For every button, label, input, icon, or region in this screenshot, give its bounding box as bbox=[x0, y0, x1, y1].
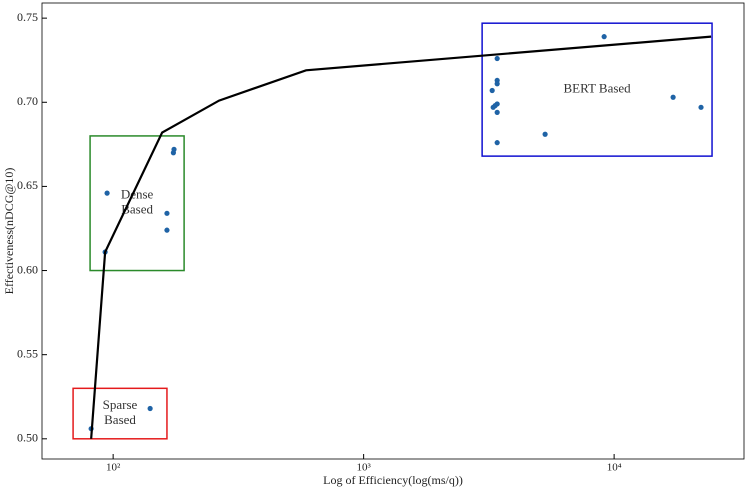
x-tick-label: 10⁴ bbox=[607, 462, 622, 474]
point bbox=[494, 81, 500, 87]
region-label: Sparse bbox=[103, 397, 138, 412]
point bbox=[494, 140, 500, 146]
region-label: Based bbox=[121, 202, 153, 217]
x-tick-label: 10³ bbox=[356, 462, 371, 474]
point bbox=[494, 109, 500, 115]
y-axis-label: Effectiveness(nDCG@10) bbox=[2, 168, 16, 295]
line bbox=[90, 35, 712, 439]
plot-frame bbox=[41, 2, 745, 460]
point bbox=[170, 150, 176, 156]
point bbox=[670, 94, 676, 100]
y-tick-label: 0.75 bbox=[17, 10, 38, 24]
region-box bbox=[481, 22, 713, 157]
point bbox=[601, 34, 607, 40]
region-box bbox=[89, 135, 185, 272]
x-axis-label: Log of Efficiency(log(ms/q)) bbox=[323, 473, 463, 487]
point bbox=[164, 227, 170, 233]
region-box bbox=[72, 387, 168, 440]
x-tick-label: 10² bbox=[106, 462, 121, 474]
point bbox=[698, 104, 704, 110]
y-tick-label: 0.65 bbox=[17, 178, 38, 192]
point bbox=[490, 104, 496, 110]
point bbox=[104, 190, 110, 196]
point bbox=[489, 87, 495, 94]
y-tick-label: 0.55 bbox=[17, 346, 38, 360]
point bbox=[542, 131, 548, 137]
y-tick-label: 0.60 bbox=[17, 262, 38, 276]
y-tick-label: 0.50 bbox=[17, 431, 38, 445]
point bbox=[164, 210, 170, 216]
point bbox=[147, 405, 153, 412]
region-label: Dense bbox=[121, 187, 154, 202]
y-tick-label: 0.70 bbox=[17, 94, 38, 108]
region-label: BERT Based bbox=[563, 81, 631, 96]
point bbox=[494, 55, 500, 62]
region-label: Based bbox=[104, 412, 136, 427]
